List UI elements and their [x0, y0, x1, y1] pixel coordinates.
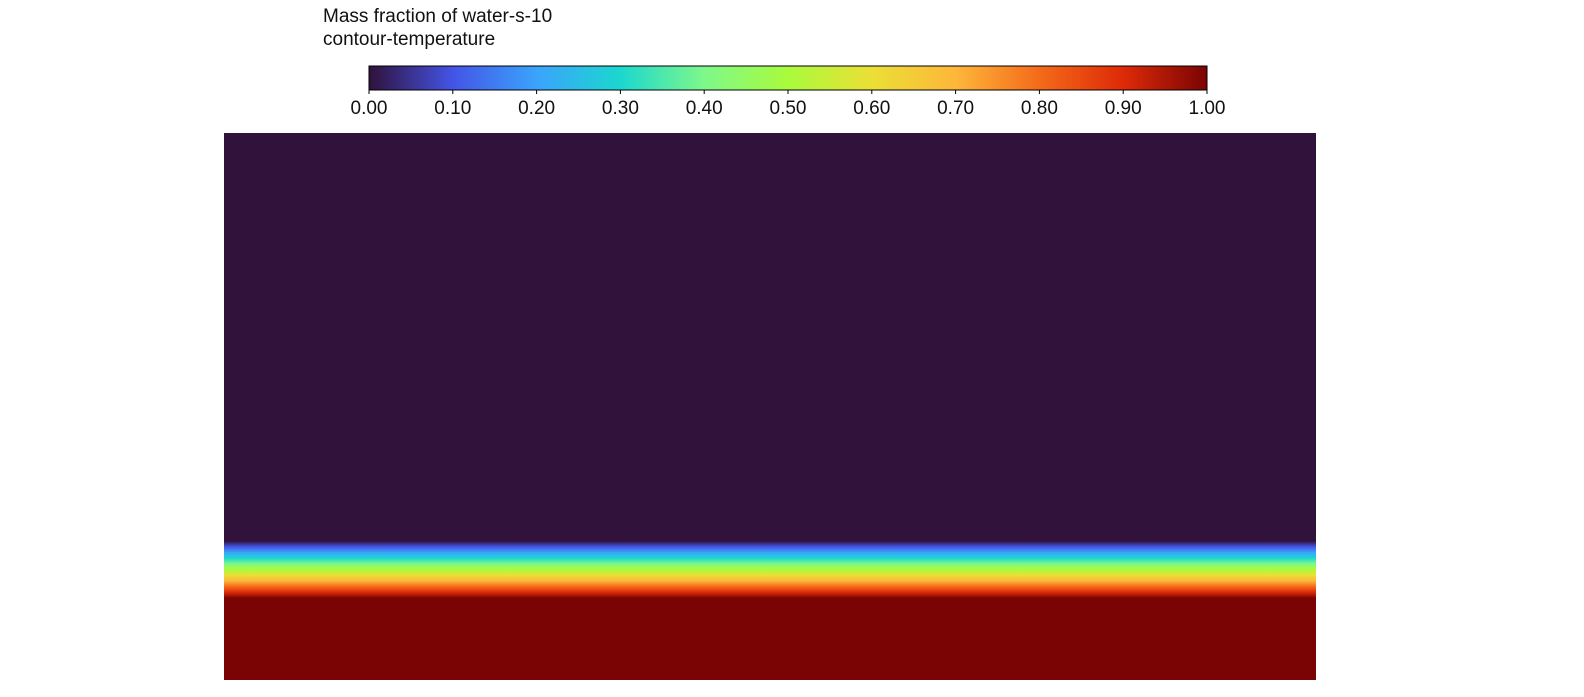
colorbar	[368, 65, 1208, 91]
colorbar-tick-label: 0.80	[1021, 98, 1058, 119]
colorbar-tick-label: 0.10	[434, 98, 471, 119]
title: Mass fraction of water-s-10	[323, 6, 552, 27]
contour-field	[224, 133, 1316, 680]
colorbar-tick-label: 0.00	[351, 98, 388, 119]
colorbar-tick-label: 1.00	[1189, 98, 1226, 119]
colorbar-tick-label: 0.20	[518, 98, 555, 119]
colorbar-tick-label: 0.30	[602, 98, 639, 119]
subtitle: contour-temperature	[323, 29, 495, 50]
colorbar-tick-label: 0.60	[853, 98, 890, 119]
colorbar-tick-label: 0.70	[937, 98, 974, 119]
colorbar-tick-label: 0.50	[770, 98, 807, 119]
colorbar-tick-label: 0.40	[686, 98, 723, 119]
colorbar-tick-label: 0.90	[1105, 98, 1142, 119]
